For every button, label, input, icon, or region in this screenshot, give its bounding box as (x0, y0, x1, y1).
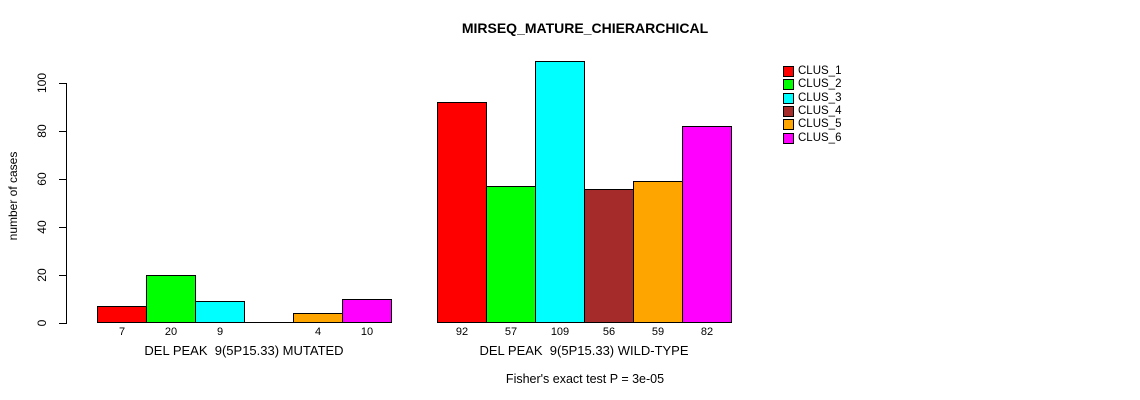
bar-clus_6 (682, 126, 732, 323)
y-axis-tick-label: 0 (35, 319, 49, 327)
bar-clus_5 (293, 313, 343, 323)
bar-value-label: 109 (550, 326, 570, 338)
bar-value-label: 4 (314, 326, 322, 338)
group-label: DEL PEAK 9(5P15.33) WILD-TYPE (479, 343, 689, 358)
y-axis-tick-label: 40 (35, 220, 49, 234)
fisher-test-caption: Fisher's exact test P = 3e-05 (505, 372, 665, 386)
bar-zero-clus_4 (244, 322, 294, 323)
bar-value-label: 82 (700, 326, 714, 338)
y-axis-tick (59, 131, 66, 132)
bar-value-label: 20 (164, 326, 178, 338)
bar-clus_3 (195, 301, 245, 323)
y-axis-label: number of cases (6, 151, 20, 241)
bar-value-label: 59 (651, 326, 665, 338)
legend-item-label: CLUS_1 (798, 65, 842, 78)
bar-value-label: 10 (360, 326, 374, 338)
bar-clus_2 (146, 275, 196, 323)
legend-swatch (783, 92, 794, 104)
legend-swatch (783, 66, 794, 78)
bar-clus_6 (342, 299, 392, 323)
legend-item-label: CLUS_4 (798, 105, 842, 118)
legend-item-clus_6: CLUS_6 (783, 131, 841, 144)
legend-item-label: CLUS_5 (798, 118, 842, 131)
bar-clus_4 (584, 189, 634, 323)
legend-item-label: CLUS_6 (798, 131, 842, 144)
legend-item-clus_1: CLUS_1 (783, 65, 841, 78)
legend-swatch (783, 79, 794, 91)
y-axis-tick-label: 60 (35, 172, 49, 186)
legend-item-clus_3: CLUS_3 (783, 92, 841, 105)
legend-swatch (783, 119, 794, 131)
legend-item-label: CLUS_3 (798, 91, 842, 104)
y-axis-tick-label: 100 (35, 72, 49, 94)
legend-swatch (783, 106, 794, 118)
legend-item-clus_4: CLUS_4 (783, 105, 841, 118)
chart-title: MIRSEQ_MATURE_CHIERARCHICAL (461, 20, 709, 36)
y-axis-tick (59, 227, 66, 228)
bar-value-label: 56 (602, 326, 616, 338)
bar-clus_2 (486, 186, 536, 323)
y-axis-line (66, 83, 67, 324)
y-axis-tick (59, 323, 66, 324)
bar-clus_5 (633, 181, 683, 323)
bar-clus_1 (437, 102, 487, 323)
legend-swatch (783, 132, 794, 144)
bar-clus_1 (97, 306, 147, 323)
y-axis-tick-label: 20 (35, 268, 49, 282)
y-axis-tick (59, 179, 66, 180)
bar-value-label: 9 (216, 326, 224, 338)
legend: CLUS_1 CLUS_2 CLUS_3 CLUS_4 CLUS_5 CLUS_6 (783, 65, 841, 145)
y-axis-tick (59, 275, 66, 276)
bar-value-label: 92 (455, 326, 469, 338)
legend-item-clus_2: CLUS_2 (783, 78, 841, 91)
bar-clus_3 (535, 61, 585, 323)
y-axis-tick-label: 80 (35, 124, 49, 138)
y-axis-tick (59, 83, 66, 84)
bar-value-label: 57 (504, 326, 518, 338)
legend-item-clus_5: CLUS_5 (783, 118, 841, 131)
group-label: DEL PEAK 9(5P15.33) MUTATED (144, 343, 344, 358)
legend-item-label: CLUS_2 (798, 78, 842, 91)
bar-value-label: 7 (118, 326, 126, 338)
